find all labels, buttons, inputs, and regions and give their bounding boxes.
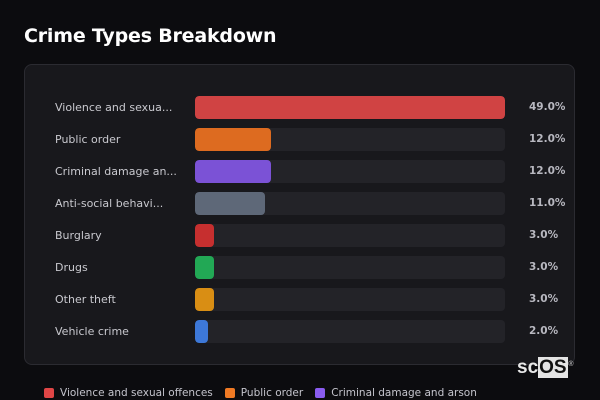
bar-label: Burglary — [55, 229, 102, 242]
bar-value: 12.0% — [529, 165, 566, 177]
bar-track — [195, 224, 505, 247]
bar-value: 3.0% — [529, 229, 559, 241]
bar-fill[interactable] — [195, 160, 271, 183]
bar-label: Criminal damage an... — [55, 165, 177, 178]
chart-legend: Violence and sexual offences Public order… — [44, 386, 489, 400]
legend-swatch-icon — [315, 388, 326, 398]
chart-card: Violence and sexua... 49.0% Public order 12… — [24, 64, 575, 365]
bar-fill[interactable] — [195, 128, 271, 151]
bar-row: Other theft 3.0% — [25, 288, 574, 311]
legend-swatch-icon — [44, 388, 54, 398]
bar-value: 12.0% — [529, 133, 566, 145]
bar-row: Criminal damage an... 12.0% — [25, 160, 574, 183]
bar-row: Anti-social behavi... 11.0% — [25, 192, 574, 215]
bar-row: Violence and sexua... 49.0% — [25, 96, 574, 119]
bar-fill[interactable] — [195, 288, 214, 311]
bar-track — [195, 192, 505, 215]
bar-track — [195, 320, 505, 343]
bar-row: Vehicle crime 2.0% — [25, 320, 574, 343]
legend-item[interactable]: Violence and sexual offences — [44, 387, 213, 399]
scos-logo: scOS ® — [517, 357, 574, 378]
bar-fill[interactable] — [195, 192, 265, 215]
legend-swatch-icon — [224, 388, 235, 398]
bar-value: 3.0% — [529, 261, 559, 273]
bar-row: Burglary 3.0% — [25, 224, 574, 247]
legend-item[interactable]: Criminal damage and arson — [315, 387, 477, 399]
bar-row: Public order 12.0% — [25, 128, 574, 151]
bar-label: Anti-social behavi... — [55, 197, 164, 210]
bar-label: Violence and sexua... — [55, 101, 173, 114]
chart-title: Crime Types Breakdown — [24, 25, 277, 47]
legend-item[interactable]: Public order — [224, 387, 304, 399]
bar-value: 11.0% — [529, 197, 566, 209]
bar-track — [195, 288, 505, 311]
bar-value: 49.0% — [529, 101, 566, 113]
legend-label: Public order — [240, 387, 304, 399]
bar-fill[interactable] — [195, 256, 214, 279]
bar-track — [195, 128, 505, 151]
bar-track — [195, 256, 505, 279]
bar-label: Public order — [55, 133, 121, 146]
bar-row: Drugs 3.0% — [25, 256, 574, 279]
legend-label: Criminal damage and arson — [331, 387, 477, 399]
bar-label: Other theft — [55, 293, 116, 306]
bar-label: Drugs — [55, 261, 88, 274]
bar-label: Vehicle crime — [55, 325, 129, 338]
bar-value: 3.0% — [529, 293, 559, 305]
logo-prefix: sc — [517, 357, 539, 378]
bar-fill[interactable] — [195, 96, 505, 119]
logo-suffix: OS — [538, 357, 568, 378]
registered-mark: ® — [568, 361, 574, 368]
legend-label: Violence and sexual offences — [60, 387, 213, 399]
bar-track — [195, 160, 505, 183]
bar-value: 2.0% — [529, 325, 559, 337]
bar-fill[interactable] — [195, 320, 208, 343]
bar-track — [195, 96, 505, 119]
bar-fill[interactable] — [195, 224, 214, 247]
